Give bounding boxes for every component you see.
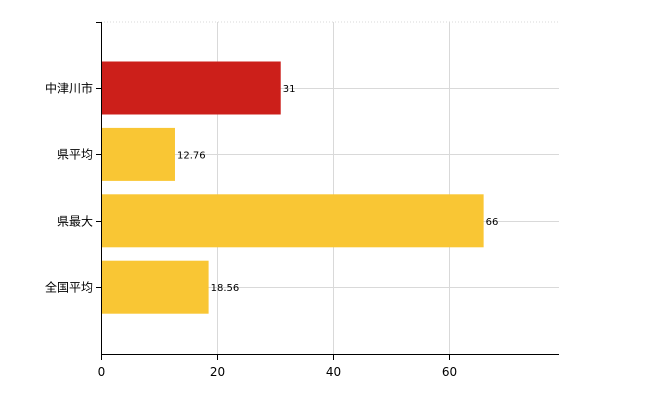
data-label: 31 — [283, 84, 296, 95]
bar — [101, 127, 175, 181]
data-label: 12.76 — [177, 150, 206, 161]
axes — [96, 22, 559, 360]
x-tick-label: 20 — [210, 365, 225, 379]
data-label: 18.56 — [211, 283, 240, 294]
x-tick-label: 40 — [326, 365, 341, 379]
data-label: 66 — [486, 217, 499, 228]
category-label: 県平均 — [57, 148, 93, 162]
category-label: 中津川市 — [45, 81, 93, 96]
bar — [101, 194, 484, 248]
x-tick-label: 60 — [442, 365, 457, 379]
bar — [101, 260, 209, 314]
category-label: 県最大 — [57, 215, 93, 229]
x-tick-label: 0 — [98, 365, 106, 379]
category-label: 全国平均 — [45, 280, 93, 295]
bar — [101, 61, 281, 115]
bars — [101, 61, 484, 314]
